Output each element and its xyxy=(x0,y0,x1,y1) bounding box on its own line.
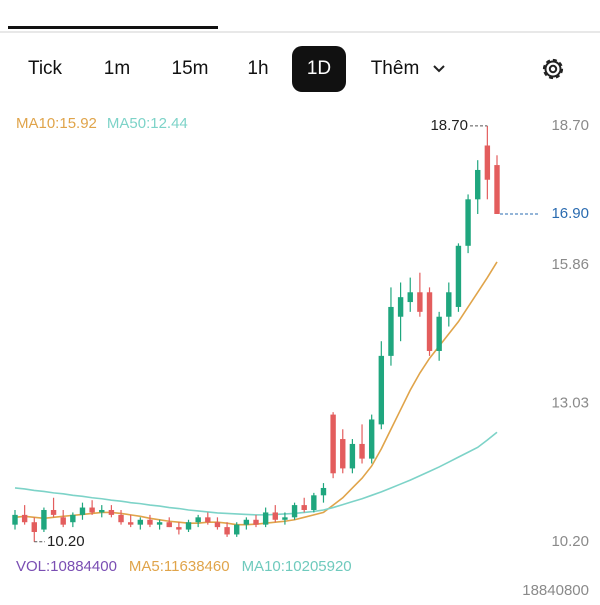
candle-body xyxy=(147,519,153,525)
candle-body xyxy=(166,522,172,528)
candle-body xyxy=(397,297,404,317)
tab[interactable]: Thêm xyxy=(371,58,420,79)
last-price-label: 16.90 xyxy=(551,205,589,222)
y-tick-label: 13.03 xyxy=(551,394,589,411)
chevron-icon[interactable] xyxy=(433,65,445,73)
tab-indicator xyxy=(8,26,218,29)
candle-body xyxy=(21,514,28,523)
candle-body xyxy=(417,292,423,312)
candle-body xyxy=(291,505,298,518)
candle-body xyxy=(426,292,433,351)
candle-body xyxy=(234,524,240,535)
y-tick-label: 18.70 xyxy=(551,117,589,134)
candle-body xyxy=(388,306,394,356)
candle-body xyxy=(455,245,462,307)
candle-body xyxy=(31,522,37,533)
candle-body xyxy=(176,527,182,530)
candle-body xyxy=(340,439,346,469)
candle-body xyxy=(12,514,18,525)
candle-body xyxy=(368,419,375,459)
candle-body xyxy=(436,316,442,351)
candle-body xyxy=(349,443,356,469)
low-marker-label: 10.20 xyxy=(47,533,85,550)
candle-body xyxy=(253,519,259,525)
candle-body xyxy=(465,199,471,246)
settings-icon[interactable] xyxy=(542,58,564,80)
active-tab-bg xyxy=(292,46,346,92)
candle-body xyxy=(70,514,76,523)
ma-line xyxy=(14,431,498,516)
candle-body xyxy=(407,292,413,303)
candle-body xyxy=(60,517,66,525)
candle-body xyxy=(378,355,385,425)
ma-legend: MA50:12.44 xyxy=(107,115,188,132)
candle-body xyxy=(99,509,105,513)
candle-body xyxy=(214,522,221,528)
tab[interactable]: 15m xyxy=(172,58,209,79)
candle-body xyxy=(108,509,115,515)
volume-legend: VOL:10884400 xyxy=(16,558,117,575)
candle-body xyxy=(311,495,317,510)
candle-body xyxy=(185,522,192,530)
candle-body xyxy=(330,414,336,474)
tab[interactable]: Tick xyxy=(28,58,63,79)
ma-legend: MA10:15.92 xyxy=(16,115,97,132)
candle-body xyxy=(205,517,211,523)
y-tick-label: 10.20 xyxy=(551,533,589,550)
candle-body xyxy=(262,512,269,525)
candle-body xyxy=(41,509,47,530)
candle-body xyxy=(301,505,307,510)
tab[interactable]: 1m xyxy=(104,58,130,79)
volume-legend: MA5:11638460 xyxy=(129,558,230,575)
ma-line xyxy=(14,261,498,526)
candle-body xyxy=(243,519,250,525)
candle-body xyxy=(224,527,230,535)
candle-body xyxy=(446,292,452,317)
candle-body xyxy=(195,517,201,523)
candle-body xyxy=(282,517,288,520)
y-tick-label: 15.86 xyxy=(551,256,589,273)
candle-body xyxy=(272,512,278,520)
candle-body xyxy=(320,487,327,496)
candle-body xyxy=(118,514,124,523)
high-marker-label: 18.70 xyxy=(430,117,468,134)
tab[interactable]: 1h xyxy=(247,58,268,79)
candle-body xyxy=(137,519,144,525)
candle-body xyxy=(475,169,481,200)
candle-body xyxy=(89,507,95,513)
candle-body xyxy=(79,507,86,515)
candle-body xyxy=(494,165,500,214)
candle-body xyxy=(50,509,57,515)
volume-axis-label: 18840800 xyxy=(522,582,589,599)
tab[interactable]: 1D xyxy=(307,58,331,79)
candle-body xyxy=(156,522,163,525)
candle-body xyxy=(127,522,134,525)
volume-legend: MA10:10205920 xyxy=(242,558,352,575)
candle-body xyxy=(359,443,365,459)
candle-body xyxy=(484,145,491,180)
